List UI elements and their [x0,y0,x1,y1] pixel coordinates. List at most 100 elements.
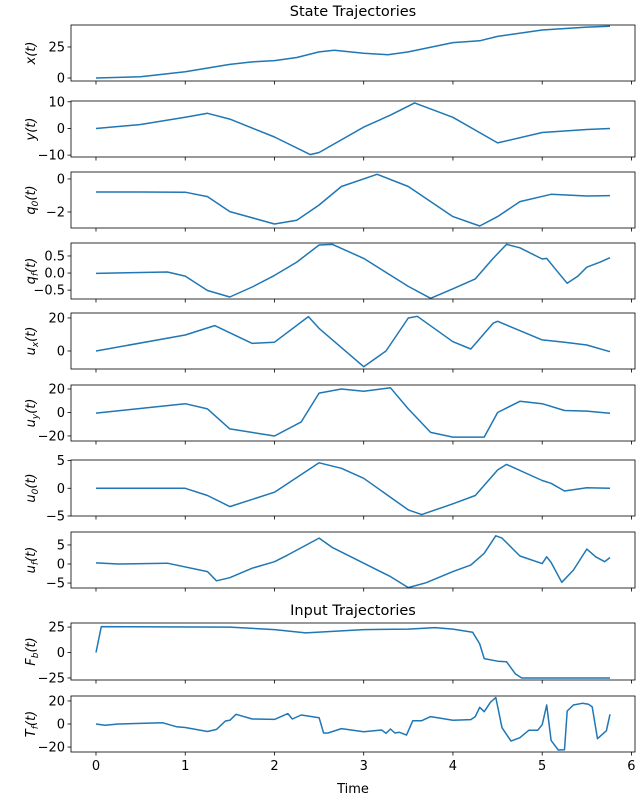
x-tick-label: 3 [360,759,368,774]
y-tick-label: −0.5 [33,284,65,299]
y-axis-label: uy(t) [24,399,41,428]
series-line [95,387,611,438]
axes-frame [70,171,636,229]
series-line [96,173,611,227]
y-label-argument: (t) [24,327,39,342]
y-label-argument: (t) [24,473,39,488]
series-line [96,462,611,516]
x-tick-label: 2 [270,759,278,774]
y-tick-label: 25 [48,40,65,55]
axes-frame [70,384,636,442]
y-tick-label: 5 [57,538,65,553]
y-tick-label: 0.5 [44,249,65,264]
series-line [95,25,611,79]
y-label-subscript: f [31,724,41,729]
y-label-argument: (t) [24,711,39,726]
series-line [95,535,611,589]
subplot-7: −5 0 5 uf(t) [24,531,636,592]
series-line [95,102,611,156]
y-tick-label: 0 [57,406,65,421]
input-trajectories-title: Input Trajectories [290,603,416,619]
y-label-symbol: u [24,347,39,355]
y-label-symbol: q [24,206,39,214]
y-axis-label: Tf(t) [24,711,41,737]
subplot-5: −20 0 20 uy(t) [24,382,636,445]
x-tick-label: 1 [181,759,189,774]
y-tick-label: 25 [48,621,65,636]
series-line [95,315,611,368]
y-tick-label: −5 [46,510,65,525]
y-label-subscript: f [31,560,41,565]
y-label-argument: (t) [24,42,39,57]
x-tick-label: 0 [92,759,100,774]
y-tick-label: 0 [57,344,65,359]
y-label-argument: (t) [24,185,39,200]
y-label-subscript: x [31,341,41,348]
y-axis-label: qf(t) [24,258,41,285]
y-axis-label: ux(t) [24,327,41,356]
y-label-symbol: y [24,132,39,141]
y-label-symbol: T [24,728,39,737]
subplot-1: −10 0 10 y(t) [24,95,636,164]
y-axis-label: q0(t) [24,185,41,214]
y-tick-label: 20 [48,311,65,326]
subplot-9: −20 0 20 0 1 2 3 4 5 6 Tf(t) [24,694,636,774]
y-label-symbol: x [24,56,39,65]
x-tick-label: 4 [449,759,457,774]
x-tick-label: 6 [627,759,635,774]
y-label-subscript: b [31,652,41,658]
series-line [95,625,610,679]
y-tick-label: −5 [46,577,65,592]
y-tick-label: 0 [57,482,65,497]
y-tick-label: −10 [38,149,65,164]
y-tick-label: 0 [57,718,65,733]
y-tick-label: 0.0 [44,267,65,282]
axes-frame [70,312,636,370]
y-label-symbol: u [24,565,39,573]
y-axis-label: x(t) [24,42,39,66]
subplot-8: −25 0 25 Fb(t) [24,621,636,686]
y-axis-label: y(t) [24,118,39,142]
axes-frame [70,24,636,82]
subplot-3: −0.5 0.0 0.5qf(t) [24,242,636,303]
y-label-symbol: u [24,494,39,502]
axes-frame [70,100,636,158]
y-tick-label: 0 [57,72,65,87]
x-tick-label: 5 [538,759,546,774]
y-tick-label: 0 [57,172,65,187]
axes-frame [70,695,636,753]
state-trajectories-title: State Trajectories [290,4,417,20]
y-label-argument: (t) [24,547,39,562]
y-tick-label: 0 [57,122,65,137]
y-label-symbol: q [24,276,39,284]
y-tick-label: 0 [57,558,65,573]
series-line [95,243,611,300]
y-axis-label: Fb(t) [24,637,41,665]
axes-frame [70,622,636,681]
y-tick-label: −20 [38,429,65,444]
y-label-symbol: u [24,419,39,427]
subplot-4: 0 20 ux(t) [24,311,636,373]
subplot-0: 0 25 x(t) [24,24,636,87]
axes-frame [70,531,636,589]
y-axis-label: uf(t) [24,547,41,574]
axes-frame [70,242,636,300]
y-label-argument: (t) [24,637,39,652]
y-label-subscript: 0 [31,200,41,206]
y-tick-label: −25 [38,671,65,686]
y-label-argument: (t) [24,258,39,273]
y-label-subscript: y [31,413,41,420]
y-tick-label: 5 [57,454,65,469]
y-tick-label: 20 [48,694,65,709]
y-tick-label: −20 [38,741,65,756]
y-label-symbol: F [24,658,39,666]
y-tick-label: 10 [48,95,65,110]
y-axis-label: u0(t) [24,473,41,502]
y-label-subscript: 0 [31,488,41,494]
y-label-argument: (t) [24,118,39,133]
y-tick-label: −2 [46,205,65,220]
x-axis-label: Time [336,782,369,797]
